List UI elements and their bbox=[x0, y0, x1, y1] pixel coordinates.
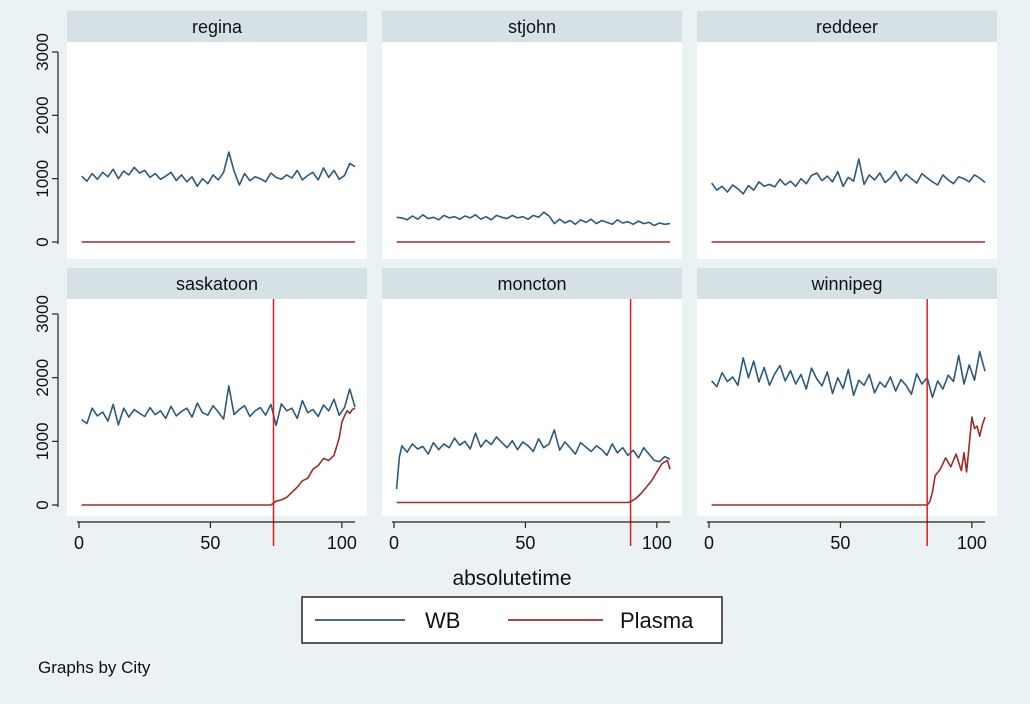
legend-label-wb: WB bbox=[425, 608, 460, 633]
y-tick-label: 0 bbox=[33, 500, 52, 509]
panel-title: winnipeg bbox=[810, 274, 882, 294]
panel-title: reddeer bbox=[816, 17, 878, 37]
y-tick-label: 1000 bbox=[33, 160, 52, 198]
panel-stjohn: stjohn bbox=[382, 11, 682, 259]
series-line-plasma bbox=[711, 416, 986, 506]
panel-plot-area bbox=[67, 42, 367, 259]
series-line-wb bbox=[395, 429, 671, 490]
panel-plot-area bbox=[382, 42, 682, 259]
panel-reddeer: reddeer bbox=[697, 11, 997, 259]
x-axis-title: absolutetime bbox=[452, 567, 571, 590]
panel-strip bbox=[382, 268, 682, 299]
y-tick-label: 2000 bbox=[33, 96, 52, 134]
panel-moncton: moncton bbox=[382, 268, 682, 546]
y-tick-label: 3000 bbox=[33, 33, 52, 71]
y-tick-label: 2000 bbox=[33, 359, 52, 397]
graphs-by-note: Graphs by City bbox=[38, 658, 151, 677]
series-line-wb bbox=[710, 158, 986, 195]
x-tick-label: 50 bbox=[200, 533, 220, 553]
panel-winnipeg: winnipeg bbox=[697, 268, 997, 546]
x-tick-label: 50 bbox=[830, 533, 850, 553]
y-tick-label: 1000 bbox=[33, 422, 52, 460]
panel-strip bbox=[67, 11, 367, 42]
legend-label-plasma: Plasma bbox=[620, 608, 694, 633]
panel-strip bbox=[382, 11, 682, 42]
panel-plot-area bbox=[697, 299, 997, 516]
panel-title: regina bbox=[192, 17, 243, 37]
series-line-wb bbox=[81, 151, 356, 188]
x-tick-label: 0 bbox=[704, 533, 714, 553]
panel-title: saskatoon bbox=[176, 274, 258, 294]
series-line-wb bbox=[711, 350, 986, 399]
panels-layer: regina stjohn reddeer saskatoon moncton winni… bbox=[67, 11, 997, 546]
x-tick-label: 100 bbox=[957, 533, 987, 553]
series-line-plasma bbox=[396, 459, 671, 504]
panel-strip bbox=[697, 268, 997, 299]
series-line-wb bbox=[396, 211, 671, 227]
x-tick-label: 100 bbox=[327, 533, 357, 553]
panel-plot-area bbox=[697, 42, 997, 259]
panel-plot-area bbox=[382, 299, 682, 516]
y-tick-label: 0 bbox=[33, 237, 52, 246]
panel-saskatoon: saskatoon bbox=[67, 268, 367, 546]
panel-title: stjohn bbox=[508, 17, 556, 37]
panel-title: moncton bbox=[497, 274, 566, 294]
legend: WB Plasma bbox=[301, 596, 723, 644]
series-line-wb bbox=[81, 385, 356, 427]
x-tick-label: 0 bbox=[389, 533, 399, 553]
x-tick-label: 100 bbox=[642, 533, 672, 553]
panel-regina: regina bbox=[67, 11, 367, 259]
panel-strip bbox=[697, 11, 997, 42]
y-tick-label: 3000 bbox=[33, 295, 52, 333]
x-tick-label: 50 bbox=[515, 533, 535, 553]
series-line-plasma bbox=[81, 407, 356, 506]
panel-strip bbox=[67, 268, 367, 299]
panel-plot-area bbox=[67, 299, 367, 516]
x-tick-label: 0 bbox=[74, 533, 84, 553]
